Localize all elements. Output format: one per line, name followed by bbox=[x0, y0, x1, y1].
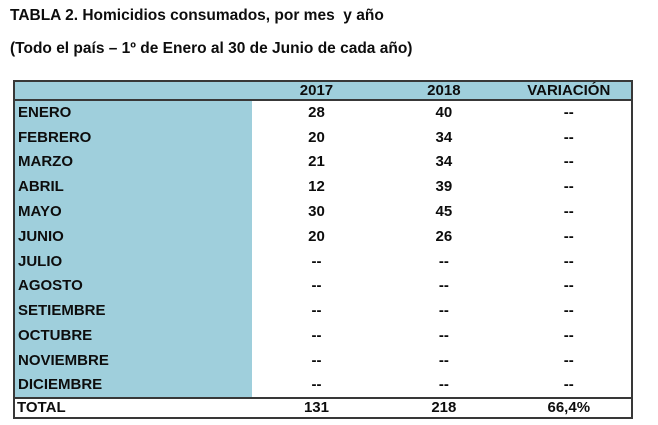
total-row: TOTAL 131 218 66,4% bbox=[14, 396, 632, 418]
table-row: ENERO 28 40 -- bbox=[14, 100, 632, 125]
col-header-empty bbox=[14, 81, 252, 101]
value-cell: -- bbox=[381, 347, 507, 373]
table-row: SETIEMBRE -- -- -- bbox=[14, 298, 632, 324]
value-cell: 12 bbox=[251, 174, 382, 200]
value-cell: 40 bbox=[381, 100, 507, 125]
header-row: 2017 2018 VARIACIÓN bbox=[14, 81, 632, 101]
value-cell: 20 bbox=[251, 223, 382, 249]
value-cell: -- bbox=[251, 372, 382, 398]
month-cell: DICIEMBRE bbox=[14, 372, 252, 398]
value-cell: 21 bbox=[251, 149, 382, 175]
value-cell: -- bbox=[506, 273, 632, 299]
value-cell: -- bbox=[251, 323, 382, 348]
value-cell: 34 bbox=[381, 124, 507, 150]
total-2018-cell: 218 bbox=[381, 396, 507, 418]
month-cell: AGOSTO bbox=[14, 273, 252, 299]
value-cell: -- bbox=[506, 347, 632, 373]
value-cell: -- bbox=[251, 347, 382, 373]
value-cell: 39 bbox=[381, 174, 507, 200]
value-cell: -- bbox=[506, 124, 632, 150]
table-row: MAYO 30 45 -- bbox=[14, 199, 632, 224]
value-cell: -- bbox=[506, 174, 632, 200]
value-cell: 20 bbox=[251, 124, 382, 150]
value-cell: -- bbox=[381, 248, 507, 274]
value-cell: -- bbox=[251, 273, 382, 299]
month-cell: MARZO bbox=[14, 149, 252, 175]
value-cell: -- bbox=[381, 323, 507, 348]
month-cell: ABRIL bbox=[14, 174, 252, 200]
col-header-2017: 2017 bbox=[251, 81, 382, 101]
col-header-variacion: VARIACIÓN bbox=[506, 81, 632, 101]
value-cell: -- bbox=[506, 298, 632, 324]
value-cell: -- bbox=[506, 372, 632, 398]
value-cell: -- bbox=[506, 248, 632, 274]
value-cell: 28 bbox=[251, 100, 382, 125]
homicides-table: 2017 2018 VARIACIÓN ENERO 28 40 -- FEBRERO 20… bbox=[13, 80, 633, 419]
table-body: ENERO 28 40 -- FEBRERO 20 34 -- MARZO 21 34 -- ABRIL… bbox=[14, 100, 632, 398]
table-row: NOVIEMBRE -- -- -- bbox=[14, 347, 632, 373]
value-cell: -- bbox=[506, 149, 632, 175]
value-cell: -- bbox=[381, 273, 507, 299]
month-cell: JULIO bbox=[14, 248, 252, 274]
table-row: AGOSTO -- -- -- bbox=[14, 273, 632, 299]
value-cell: 30 bbox=[251, 199, 382, 224]
table-row: MARZO 21 34 -- bbox=[14, 149, 632, 175]
table-title: TABLA 2. Homicidios consumados, por mes … bbox=[10, 7, 384, 24]
value-cell: -- bbox=[506, 199, 632, 224]
col-header-2018: 2018 bbox=[381, 81, 507, 101]
table-row: JULIO -- -- -- bbox=[14, 248, 632, 274]
month-cell: FEBRERO bbox=[14, 124, 252, 150]
value-cell: 45 bbox=[381, 199, 507, 224]
month-cell: MAYO bbox=[14, 199, 252, 224]
table-subtitle: (Todo el país – 1º de Enero al 30 de Jun… bbox=[10, 40, 413, 57]
value-cell: -- bbox=[251, 298, 382, 324]
table-row: JUNIO 20 26 -- bbox=[14, 223, 632, 249]
total-variacion-cell: 66,4% bbox=[506, 396, 632, 418]
value-cell: -- bbox=[381, 372, 507, 398]
value-cell: -- bbox=[381, 298, 507, 324]
month-cell: ENERO bbox=[14, 100, 252, 125]
month-cell: NOVIEMBRE bbox=[14, 347, 252, 373]
month-cell: JUNIO bbox=[14, 223, 252, 249]
month-cell: SETIEMBRE bbox=[14, 298, 252, 324]
table-row: ABRIL 12 39 -- bbox=[14, 174, 632, 200]
table-row: FEBRERO 20 34 -- bbox=[14, 124, 632, 150]
value-cell: -- bbox=[251, 248, 382, 274]
value-cell: -- bbox=[506, 323, 632, 348]
total-2017-cell: 131 bbox=[251, 396, 382, 418]
value-cell: 26 bbox=[381, 223, 507, 249]
table-row: DICIEMBRE -- -- -- bbox=[14, 372, 632, 398]
month-cell: OCTUBRE bbox=[14, 323, 252, 348]
total-label-cell: TOTAL bbox=[14, 396, 252, 418]
value-cell: -- bbox=[506, 100, 632, 125]
value-cell: 34 bbox=[381, 149, 507, 175]
table-row: OCTUBRE -- -- -- bbox=[14, 323, 632, 348]
value-cell: -- bbox=[506, 223, 632, 249]
